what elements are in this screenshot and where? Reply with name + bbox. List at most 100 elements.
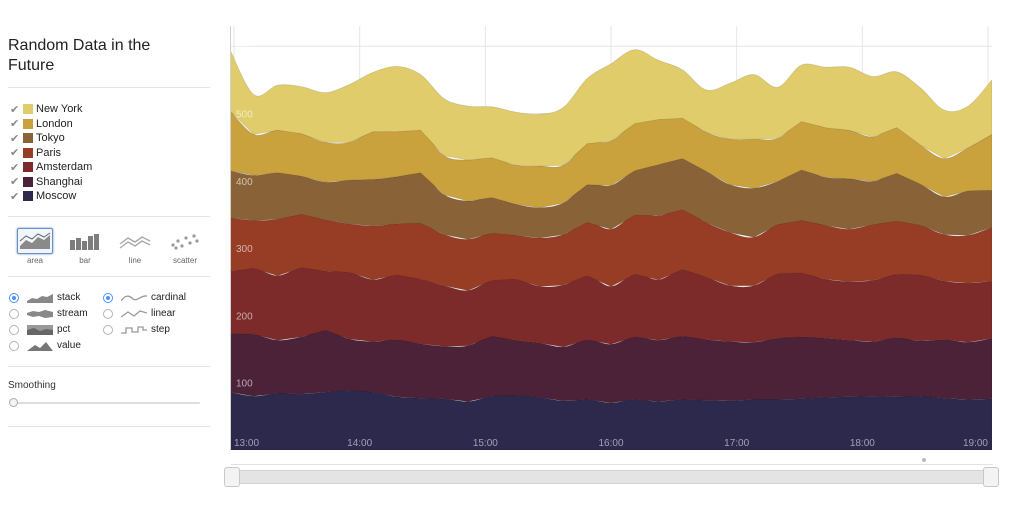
- legend-label: London: [36, 117, 73, 130]
- stacked-area-chart[interactable]: 100 200 300 400 500 600 13:00 14:00 15:00 16:00 17…: [230, 26, 992, 450]
- line-icon: [117, 228, 153, 254]
- radio-stream[interactable]: [9, 308, 19, 319]
- offset-stream-option[interactable]: stream: [9, 308, 88, 319]
- offset-pct-label: pct: [57, 324, 71, 335]
- renderer-area[interactable]: area: [10, 228, 60, 265]
- radio-stack[interactable]: [9, 292, 19, 303]
- renderer-area-label: area: [26, 256, 43, 265]
- offset-stack-option[interactable]: stack: [9, 292, 80, 303]
- value-icon: [27, 341, 53, 351]
- renderer-scatter-label: scatter: [172, 256, 197, 265]
- check-icon[interactable]: ✔: [10, 176, 20, 189]
- y-tick-label: 600: [236, 42, 253, 53]
- radio-linear[interactable]: [103, 308, 113, 319]
- renderer-bar[interactable]: bar: [60, 228, 110, 265]
- x-tick-label: 18:00: [850, 438, 875, 449]
- range-handle-right[interactable]: [983, 467, 999, 487]
- x-tick-label: 16:00: [598, 438, 623, 449]
- y-tick-label: 300: [236, 244, 253, 255]
- renderer-scatter[interactable]: scatter: [160, 228, 210, 265]
- offset-stream-label: stream: [57, 308, 88, 319]
- smoothing-label: Smoothing: [8, 380, 56, 391]
- interpolation-step-option[interactable]: step: [103, 324, 170, 335]
- range-top-line: [231, 464, 993, 465]
- renderer-line[interactable]: line: [110, 228, 160, 265]
- x-tick-label: 19:00: [963, 438, 988, 449]
- offset-value-option[interactable]: value: [9, 340, 81, 351]
- check-icon[interactable]: ✔: [10, 190, 20, 203]
- legend-label: Amsterdam: [36, 161, 93, 174]
- interpolation-linear-option[interactable]: linear: [103, 308, 175, 319]
- legend-swatch: [23, 147, 33, 158]
- stack-icon: [27, 293, 53, 303]
- check-icon[interactable]: ✔: [10, 147, 20, 160]
- divider: [8, 276, 210, 277]
- scatter-icon: [167, 228, 203, 254]
- interpolation-step-label: step: [151, 324, 170, 335]
- divider: [8, 366, 210, 367]
- area-icon: [17, 228, 53, 254]
- linear-icon: [120, 309, 148, 319]
- divider: [8, 426, 210, 427]
- series-legend: ✔ New York ✔ London ✔ Tokyo ✔ Paris ✔ Amsterdam ✔ S…: [10, 102, 92, 204]
- offset-value-label: value: [57, 340, 81, 351]
- radio-value[interactable]: [9, 340, 19, 351]
- offset-stack-label: stack: [57, 292, 81, 303]
- check-icon[interactable]: ✔: [10, 132, 20, 145]
- legend-label: New York: [36, 103, 83, 116]
- legend-label: Tokyo: [36, 132, 65, 145]
- legend-swatch: [23, 118, 33, 129]
- y-tick-label: 400: [236, 177, 253, 188]
- legend-label: Moscow: [36, 190, 77, 203]
- legend-item[interactable]: ✔ Amsterdam: [10, 160, 92, 175]
- radio-pct[interactable]: [9, 324, 19, 335]
- legend-item[interactable]: ✔ Shanghai: [10, 175, 92, 190]
- x-tick-label: 17:00: [724, 438, 749, 449]
- series-area-paris[interactable]: [230, 209, 992, 291]
- legend-swatch: [23, 191, 33, 202]
- pct-icon: [27, 324, 53, 335]
- radio-step[interactable]: [103, 324, 113, 335]
- check-icon[interactable]: ✔: [10, 103, 20, 116]
- interpolation-linear-label: linear: [151, 308, 176, 319]
- legend-swatch: [23, 133, 33, 144]
- y-tick-label: 200: [236, 311, 253, 322]
- smoothing-slider-handle[interactable]: [9, 398, 18, 407]
- page-title: Random Data in the Future: [8, 37, 151, 74]
- legend-label: Paris: [36, 146, 62, 159]
- step-icon: [121, 325, 147, 335]
- interpolation-cardinal-label: cardinal: [151, 292, 187, 303]
- divider: [8, 87, 210, 88]
- divider: [8, 216, 210, 217]
- legend-item[interactable]: ✔ Moscow: [10, 189, 92, 204]
- legend-swatch: [23, 104, 33, 115]
- legend-item[interactable]: ✔ New York: [10, 102, 92, 117]
- check-icon[interactable]: ✔: [10, 118, 20, 131]
- legend-label: Shanghai: [36, 175, 83, 188]
- legend-item[interactable]: ✔ London: [10, 117, 92, 132]
- legend-swatch: [23, 176, 33, 187]
- radio-cardinal[interactable]: [103, 292, 113, 303]
- x-tick-label: 14:00: [347, 438, 372, 449]
- legend-item[interactable]: ✔ Paris: [10, 146, 92, 161]
- bar-icon: [67, 228, 103, 254]
- smoothing-slider-track[interactable]: [13, 402, 200, 404]
- renderer-bar-label: bar: [79, 256, 91, 265]
- y-tick-label: 500: [236, 109, 253, 120]
- x-tick-label: 13:00: [234, 438, 259, 449]
- series-area-new-york[interactable]: [230, 49, 992, 167]
- series-area-shanghai[interactable]: [230, 329, 992, 404]
- x-tick-label: 15:00: [473, 438, 498, 449]
- interpolation-cardinal-option[interactable]: cardinal: [103, 292, 186, 303]
- renderer-selector: area bar line scatter: [10, 228, 210, 265]
- legend-swatch: [23, 162, 33, 173]
- check-icon[interactable]: ✔: [10, 161, 20, 174]
- legend-item[interactable]: ✔ Tokyo: [10, 131, 92, 146]
- stream-icon: [27, 309, 53, 319]
- range-marker: [922, 458, 926, 462]
- offset-pct-option[interactable]: pct: [9, 324, 70, 335]
- sidebar: Random Data in the Future ✔ New York ✔ Lond…: [0, 0, 212, 522]
- range-handle-left[interactable]: [224, 467, 240, 487]
- y-tick-label: 100: [236, 379, 253, 390]
- range-bar[interactable]: [231, 470, 993, 484]
